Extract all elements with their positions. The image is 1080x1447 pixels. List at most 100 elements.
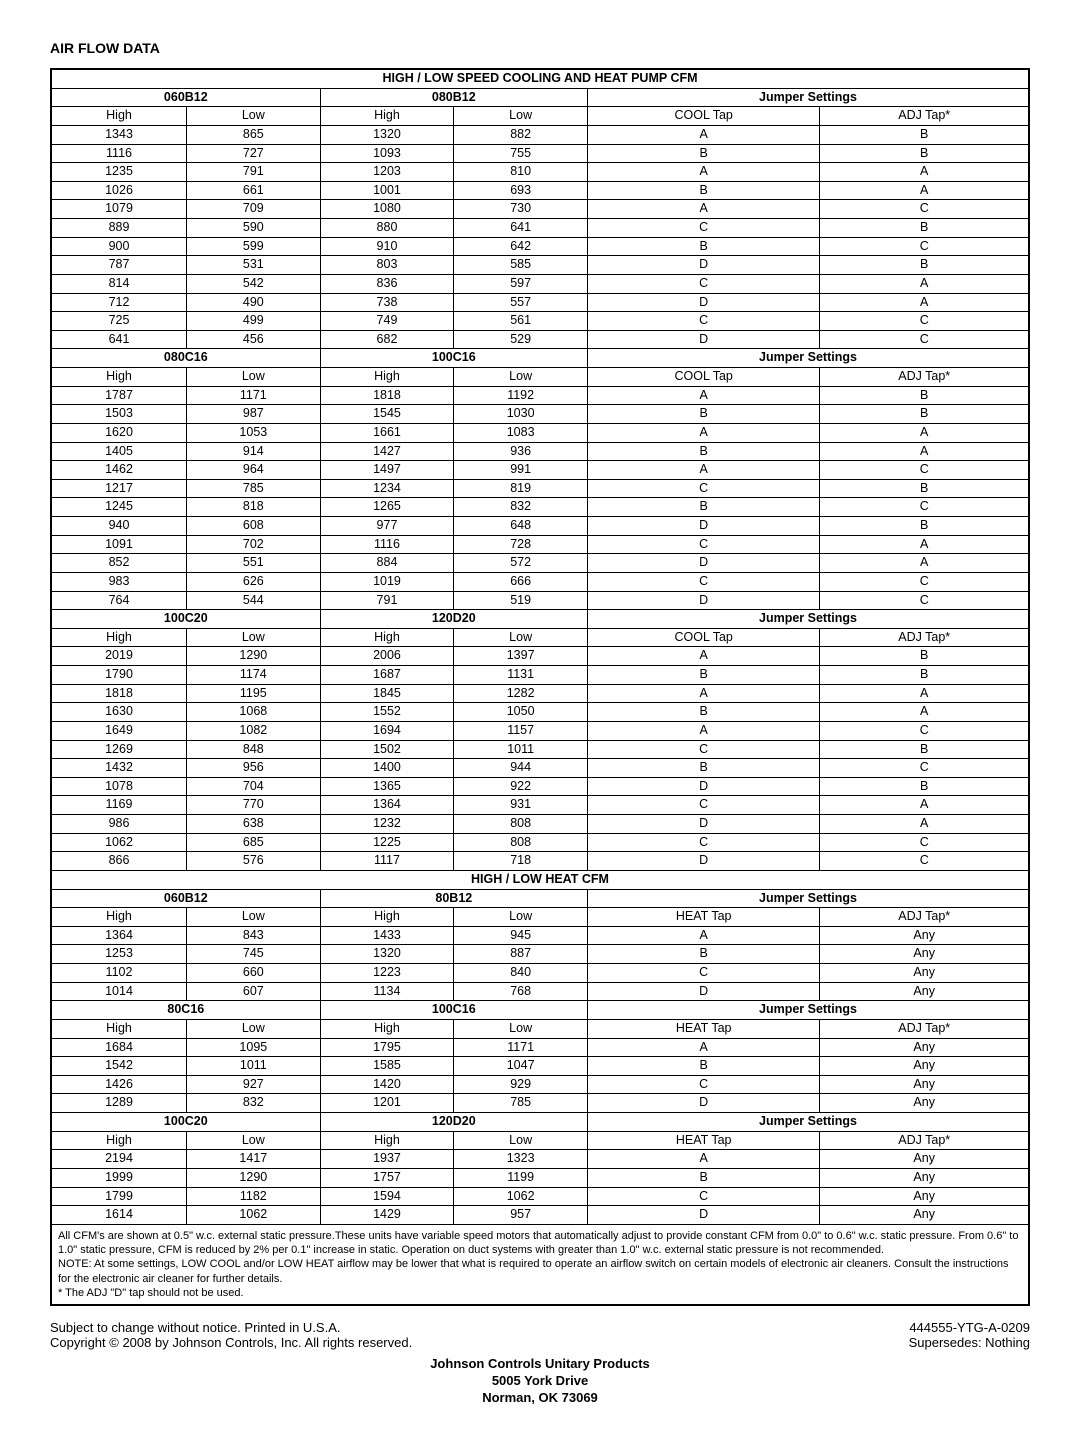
data-cell: D [587,1206,819,1225]
data-cell: D [587,982,819,1001]
data-cell: 1405 [51,442,187,461]
data-cell: 865 [187,125,321,144]
data-cell: 882 [454,125,588,144]
data-cell: 738 [320,293,454,312]
data-cell: 576 [187,852,321,871]
data-cell: 1462 [51,461,187,480]
data-cell: 641 [454,219,588,238]
data-cell: 1078 [51,777,187,796]
sub-header: Low [187,368,321,387]
sub-header: Low [187,107,321,126]
data-cell: 1545 [320,405,454,424]
model-header: Jumper Settings [587,349,1029,368]
data-cell: 1225 [320,833,454,852]
data-cell: 832 [454,498,588,517]
data-cell: 922 [454,777,588,796]
data-cell: 987 [187,405,321,424]
data-cell: A [587,423,819,442]
data-cell: B [820,256,1029,275]
data-cell: 1235 [51,163,187,182]
data-cell: 1195 [187,684,321,703]
sub-header: Low [454,628,588,647]
data-cell: C [587,964,819,983]
data-cell: 1426 [51,1075,187,1094]
data-cell: C [820,852,1029,871]
sub-header: ADJ Tap* [820,1131,1029,1150]
sub-header: COOL Tap [587,368,819,387]
data-cell: 1026 [51,181,187,200]
data-cell: Any [820,1094,1029,1113]
sub-header: Low [454,1131,588,1150]
data-cell: 1082 [187,721,321,740]
data-cell: 764 [51,591,187,610]
data-cell: 544 [187,591,321,610]
data-cell: D [587,330,819,349]
data-cell: Any [820,1187,1029,1206]
sub-header: Low [187,628,321,647]
data-cell: 1050 [454,703,588,722]
data-cell: 836 [320,274,454,293]
data-cell: 832 [187,1094,321,1113]
data-cell: A [820,815,1029,834]
data-cell: 1019 [320,572,454,591]
airflow-table: HIGH / LOW SPEED COOLING AND HEAT PUMP C… [50,68,1030,1306]
data-cell: 810 [454,163,588,182]
data-cell: 1182 [187,1187,321,1206]
data-cell: C [587,740,819,759]
sub-header: HEAT Tap [587,1019,819,1038]
data-cell: D [587,777,819,796]
data-cell: B [587,181,819,200]
data-cell: 709 [187,200,321,219]
data-cell: 818 [187,498,321,517]
data-cell: D [587,1094,819,1113]
data-cell: C [587,274,819,293]
supersedes: Supersedes: Nothing [909,1335,1030,1350]
data-cell: 944 [454,759,588,778]
data-cell: A [587,1150,819,1169]
data-cell: 787 [51,256,187,275]
data-cell: A [820,703,1029,722]
data-cell: 814 [51,274,187,293]
data-cell: 1320 [320,945,454,964]
data-cell: 572 [454,554,588,573]
data-cell: 956 [187,759,321,778]
data-cell: 991 [454,461,588,480]
data-cell: 1790 [51,666,187,685]
company-address: 5005 York Drive [50,1373,1030,1390]
data-cell: 1343 [51,125,187,144]
data-cell: 1093 [320,144,454,163]
data-cell: 887 [454,945,588,964]
data-cell: 682 [320,330,454,349]
model-header: 100C16 [320,1001,587,1020]
data-cell: C [820,498,1029,517]
data-cell: 499 [187,312,321,331]
data-cell: 1937 [320,1150,454,1169]
sub-header: Low [454,107,588,126]
data-cell: 1594 [320,1187,454,1206]
data-cell: 791 [320,591,454,610]
data-cell: 1845 [320,684,454,703]
data-cell: 585 [454,256,588,275]
sub-header: High [51,628,187,647]
model-header: 060B12 [51,88,320,107]
data-cell: 1420 [320,1075,454,1094]
data-cell: 1427 [320,442,454,461]
footnote: All CFM's are shown at 0.5" w.c. externa… [51,1224,1029,1305]
sub-header: Low [187,1131,321,1150]
data-cell: B [587,442,819,461]
data-cell: A [820,181,1029,200]
section-header: HIGH / LOW HEAT CFM [51,870,1029,889]
sub-header: High [320,1019,454,1038]
model-header: 120D20 [320,610,587,629]
data-cell: B [820,144,1029,163]
data-cell: 745 [187,945,321,964]
data-cell: 900 [51,237,187,256]
data-cell: C [587,479,819,498]
data-cell: A [587,461,819,480]
data-cell: 1223 [320,964,454,983]
data-cell: C [820,721,1029,740]
data-cell: 1134 [320,982,454,1001]
sub-header: ADJ Tap* [820,368,1029,387]
data-cell: 1245 [51,498,187,517]
data-cell: 1253 [51,945,187,964]
